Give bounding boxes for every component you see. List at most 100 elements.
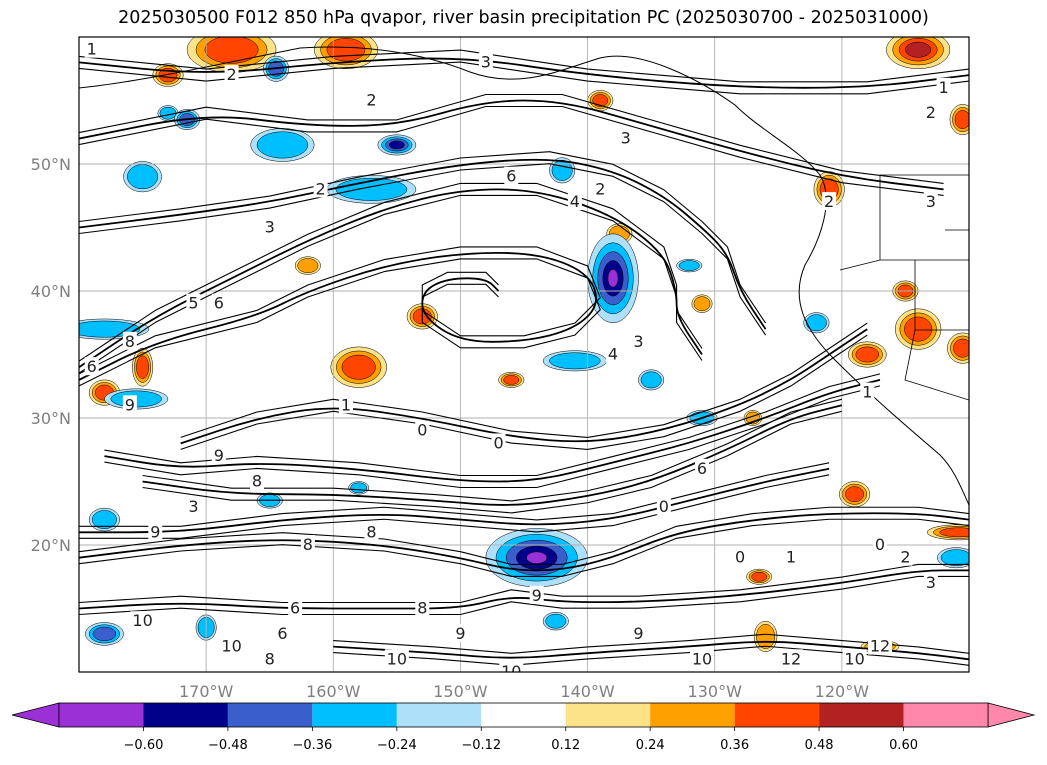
contour-label: 2 [593,179,608,198]
contour-label-bg [364,90,379,109]
contour-label-text: 12 [870,637,890,656]
x-tick-label: 170°W [179,682,234,701]
contour-label-bg [250,471,264,490]
contour-label-bg [779,649,803,668]
precip-pc-cell [297,258,319,273]
contour-label-bg [262,217,277,236]
contour-label-text: 3 [188,497,198,516]
colorbar-tick-label: 0.24 [636,738,665,753]
contour-label-bg [842,649,867,668]
contour-label: 1 [936,77,951,97]
contour-label: 0 [656,496,671,516]
contour-label-text: 0 [493,433,503,452]
contour-label: 0 [873,535,887,554]
contour-label-text: 5 [188,294,198,313]
precip-pc-cell [607,269,619,288]
contour-label-bg [529,585,544,604]
contour-label-text: 6 [506,167,516,186]
precip-pc-cell [503,375,520,385]
contour-label: 10 [219,636,244,656]
contour-label-bg [186,293,201,312]
contour-label-text: 10 [692,649,712,668]
contour-label: 1 [339,395,353,414]
contour-label-text: 10 [501,662,521,681]
alaska-coastline [79,46,969,506]
contour-label-text: 2 [824,192,834,211]
contour-label-text: 3 [926,573,936,592]
contour-label-text: 10 [132,611,152,630]
colorbar-segment [396,703,482,727]
colorbar-segment [734,703,820,727]
qvapor-contour [104,385,881,489]
contour-label-bg [478,52,493,71]
colorbar-tick-label: 0.48 [805,738,834,753]
contour-label-bg [453,623,468,642]
precip-pc-cell [678,260,700,271]
precip-pc-cell [592,94,609,107]
contour-label-text: 9 [455,624,465,643]
qvapor-contour [333,645,969,666]
qvapor-contour [142,410,842,514]
qvapor-contour [79,99,944,191]
colorbar-tick-label: 0.12 [551,738,580,753]
precip-pc-cell [326,38,366,62]
contour-label: 3 [631,331,646,351]
x-tick-label: 140°W [560,682,615,701]
contour-label: 0 [491,433,506,452]
precip-pc-cell [526,551,548,564]
colorbar-segment [565,703,651,727]
contour-label-text: 8 [366,522,376,541]
precip-pc-cell [256,131,309,159]
precip-pc-cell [904,316,933,342]
qvapor-contour [79,182,703,362]
contour-label: 1 [84,39,99,59]
contour-label-bg [130,611,155,630]
contour-label-text: 0 [417,421,427,440]
precip-pc-cell [855,346,879,363]
qvapor-contour [79,467,830,534]
precip-pc-cell [693,296,711,312]
contour-label: 9 [211,446,226,465]
contour-label: 4 [567,192,582,211]
contour-label-text: 9 [633,624,643,643]
qvapor-contour [180,328,868,445]
contour-label-text: 6 [277,624,287,643]
contour-label: 4 [606,344,620,364]
contour-label-bg [784,547,798,566]
contour-label-bg [593,179,608,198]
contour-label: 8 [300,535,315,554]
qvapor-contours [79,49,969,666]
contour-label-bg [211,446,226,465]
contour-label-bg [262,649,277,668]
contour-label: 8 [364,522,379,541]
colorbar-tick-label: −0.48 [208,738,248,753]
contour-label: 3 [923,192,938,211]
contour-label-bg [898,547,913,566]
contour-label-bg [313,179,328,198]
contour-label: 9 [122,395,137,414]
contour-label-text: 1 [862,383,872,402]
colorbar-segment [819,703,904,727]
precip-pc-shading [79,37,969,654]
contour-label: 9 [453,623,468,643]
contour-label-text: 3 [265,218,275,237]
contour-label-text: 9 [214,446,224,465]
precip-pc-cell [640,371,662,389]
colorbar-tick-label: −0.36 [292,738,332,753]
precip-pc-cell [204,37,259,64]
contour-label-bg [84,39,99,58]
contour-label: 6 [504,166,519,186]
contour-label-bg [384,649,409,668]
contour-label-bg [873,535,887,553]
contour-label-bg [860,382,875,401]
contour-label-bg [690,649,714,668]
contour-label-text: 10 [387,649,407,668]
contour-label-text: 2 [926,103,936,122]
contour-label-bg [219,636,244,655]
y-tick-label: 30°N [31,409,71,428]
contour-label-text: 8 [417,599,427,618]
contour-label-bg [364,522,379,541]
contour-label: 3 [478,52,493,71]
contour-label-text: 8 [265,649,275,668]
contour-label: 10 [690,649,714,668]
